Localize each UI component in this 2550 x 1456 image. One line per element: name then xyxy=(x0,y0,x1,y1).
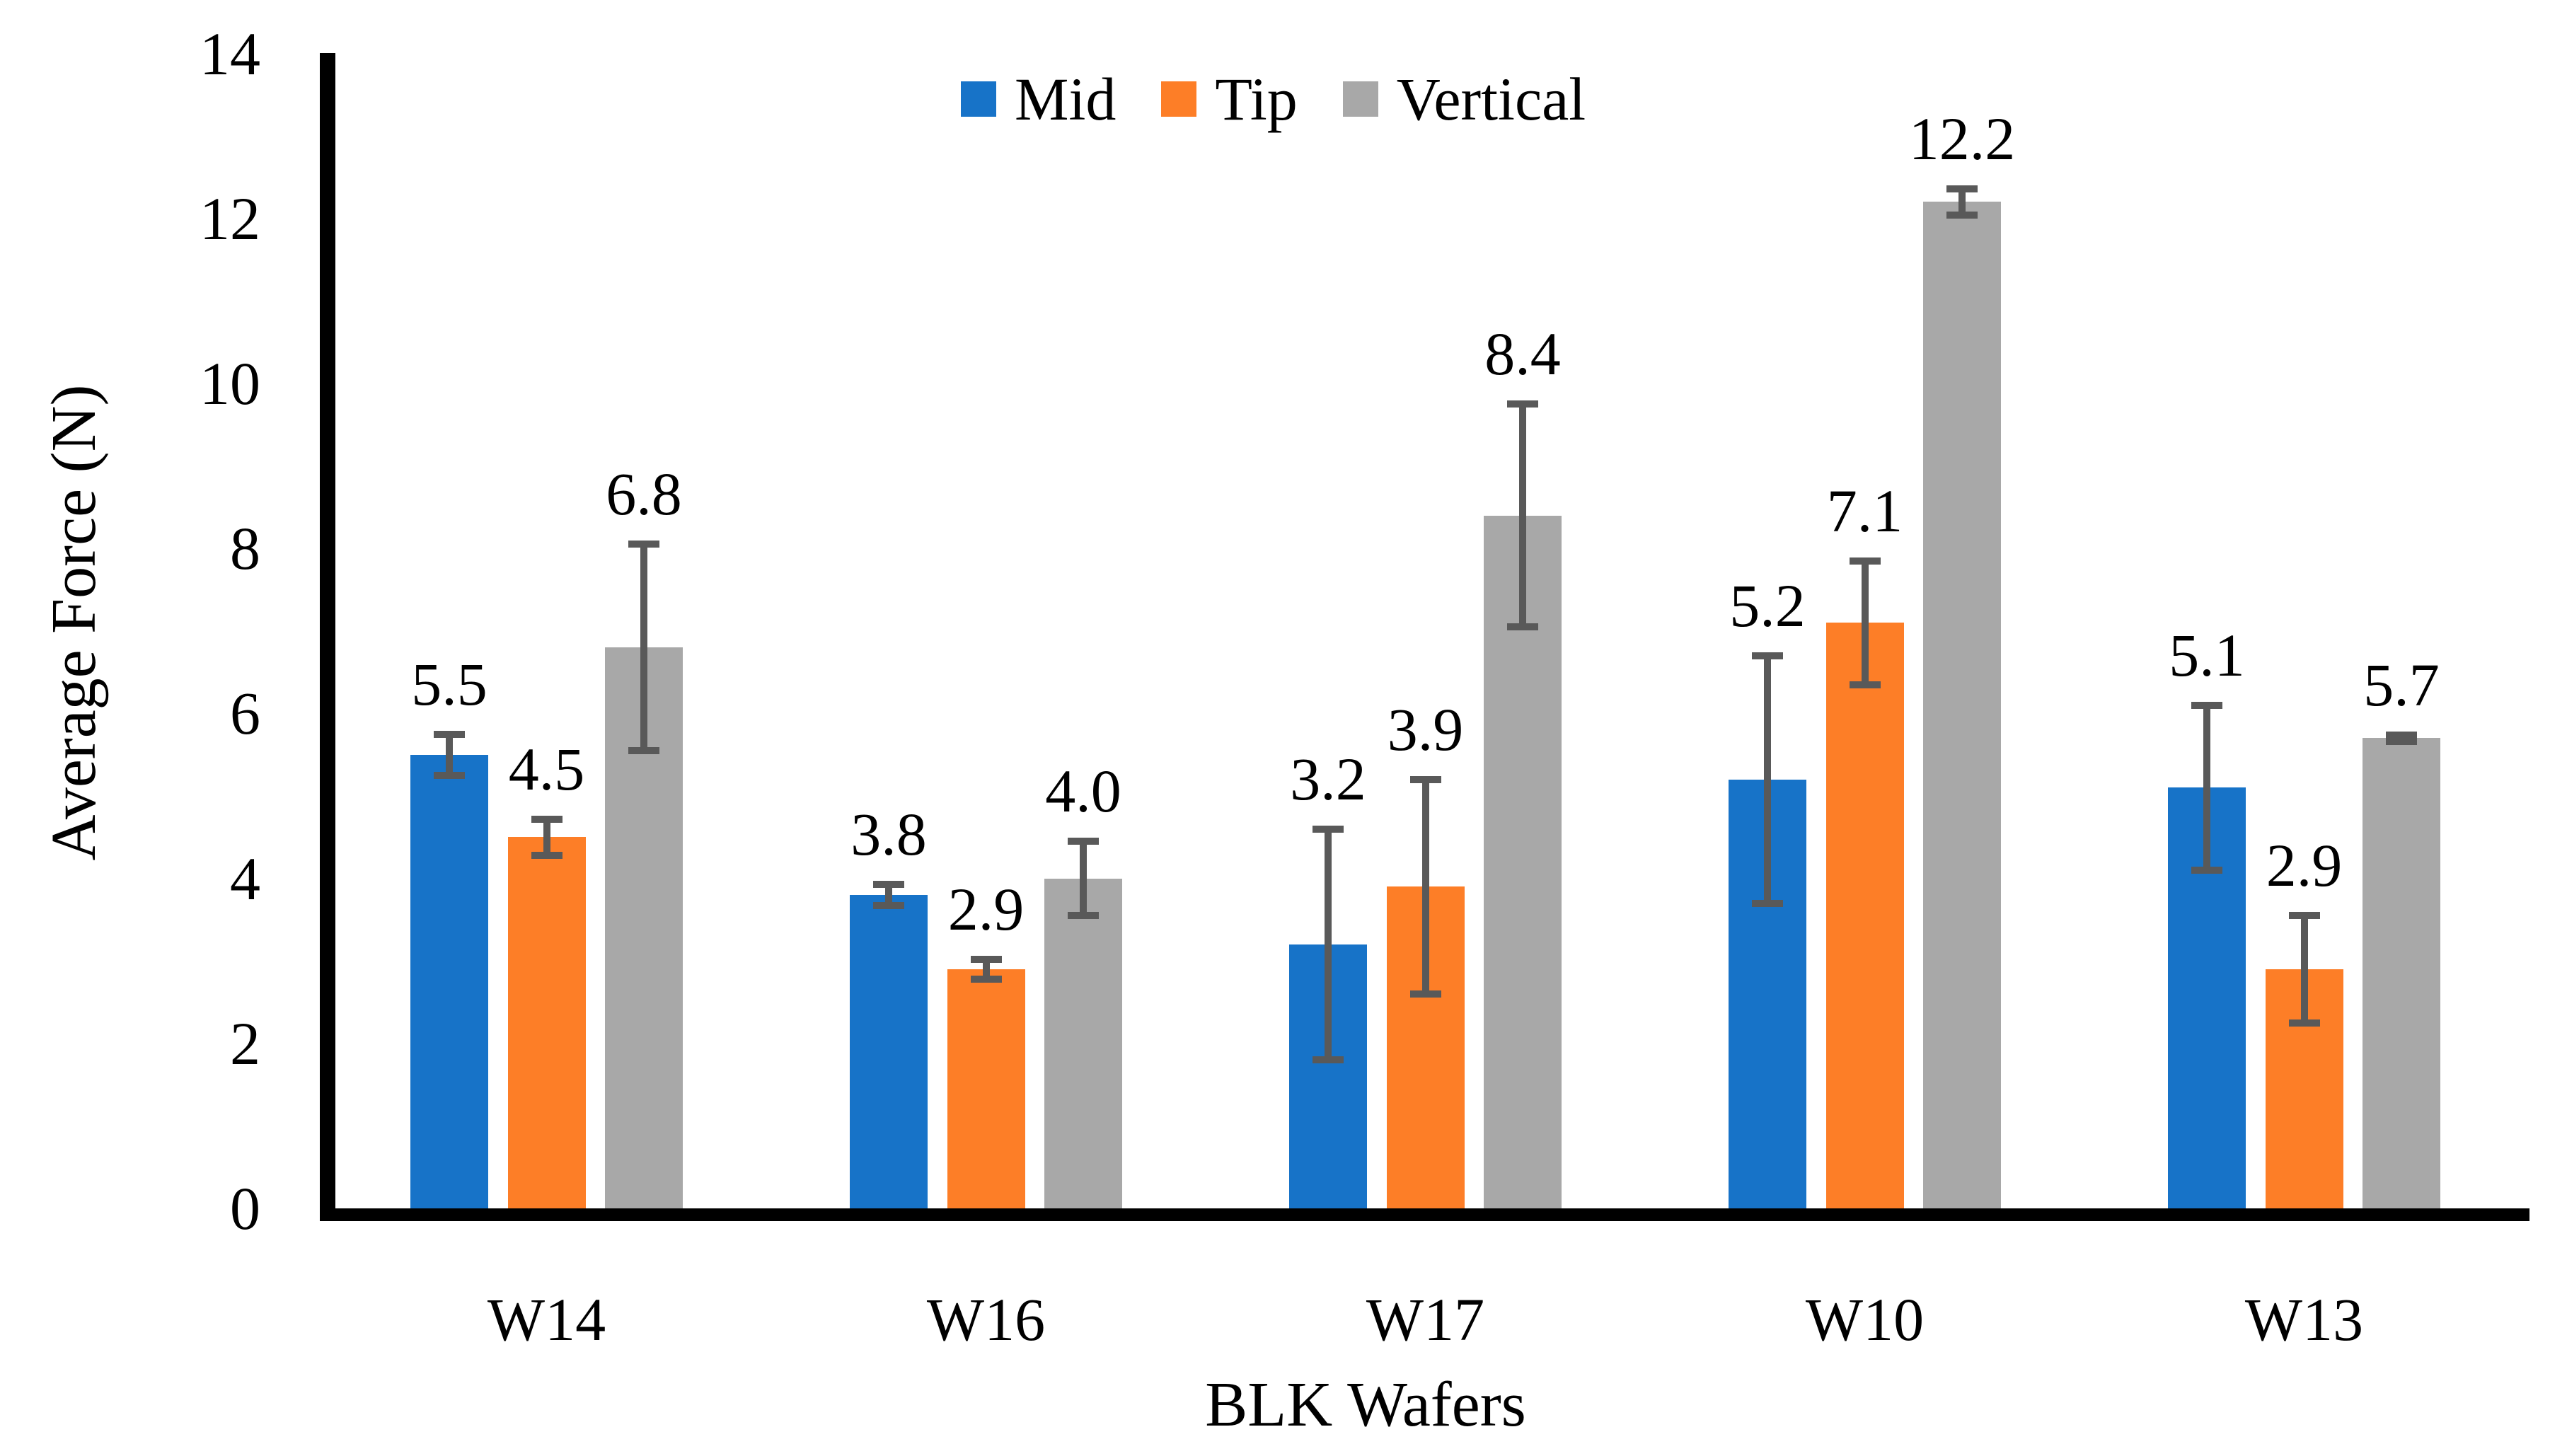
error-bar-tip-w10 xyxy=(1861,560,1869,685)
error-bar-mid-w14 xyxy=(446,734,453,775)
data-label-tip-w17: 3.9 xyxy=(1387,695,1464,763)
y-tick-label-10: 10 xyxy=(200,349,260,417)
error-bar-top-cap-tip-w14 xyxy=(531,815,562,823)
error-bar-bottom-cap-vertical-w17 xyxy=(1507,623,1538,630)
x-tick-label-w10: W10 xyxy=(1805,1285,1925,1353)
legend-swatch-vertical xyxy=(1342,81,1378,117)
data-label-vertical-w17: 8.4 xyxy=(1484,320,1561,388)
data-label-mid-w16: 3.8 xyxy=(850,799,927,868)
legend-label-mid: Mid xyxy=(1015,65,1117,133)
data-label-vertical-w13: 5.7 xyxy=(2363,650,2440,719)
bar-vertical-w13 xyxy=(2362,738,2440,1208)
y-tick-label-8: 8 xyxy=(230,514,260,583)
x-tick-label-w13: W13 xyxy=(2244,1285,2364,1353)
y-tick-label-0: 0 xyxy=(230,1174,260,1242)
bar-vertical-w17 xyxy=(1484,515,1562,1208)
error-bar-vertical-w16 xyxy=(1080,841,1087,916)
error-bar-mid-w16 xyxy=(885,884,892,906)
x-tick-label-w16: W16 xyxy=(926,1285,1046,1353)
data-label-mid-w10: 5.2 xyxy=(1729,571,1806,640)
error-bar-top-cap-vertical-w10 xyxy=(1946,185,1978,192)
x-tick-label-w17: W17 xyxy=(1366,1285,1485,1353)
data-label-vertical-w14: 6.8 xyxy=(606,460,682,528)
bar-tip-w16 xyxy=(947,969,1025,1208)
error-bar-top-cap-mid-w14 xyxy=(434,730,465,738)
x-tick-label-w14: W14 xyxy=(487,1285,606,1353)
bar-mid-w14 xyxy=(410,754,488,1208)
y-tick-label-2: 2 xyxy=(230,1009,260,1077)
error-bar-top-cap-tip-w10 xyxy=(1849,557,1881,565)
legend-swatch-mid xyxy=(961,81,996,117)
y-tick-label-14: 14 xyxy=(200,19,260,88)
legend: Mid Tip Vertical xyxy=(961,65,1586,133)
legend-item-tip: Tip xyxy=(1161,65,1298,133)
data-label-vertical-w16: 4.0 xyxy=(1045,757,1121,826)
x-axis-title: BLK Wafers xyxy=(1205,1370,1526,1440)
bar-vertical-w16 xyxy=(1044,878,1122,1208)
error-bar-bottom-cap-tip-w10 xyxy=(1849,681,1881,688)
error-bar-mid-w13 xyxy=(2203,705,2210,870)
error-bar-bottom-cap-tip-w13 xyxy=(2288,1019,2320,1027)
data-label-tip-w10: 7.1 xyxy=(1826,476,1903,545)
legend-item-vertical: Vertical xyxy=(1342,65,1586,133)
y-tick-label-4: 4 xyxy=(230,844,260,913)
bar-mid-w16 xyxy=(850,894,928,1208)
error-bar-bottom-cap-tip-w17 xyxy=(1409,990,1441,998)
bar-vertical-w10 xyxy=(1923,202,2001,1208)
error-bar-top-cap-vertical-w14 xyxy=(628,541,659,548)
error-bar-bottom-cap-mid-w13 xyxy=(2191,866,2222,874)
y-tick-label-6: 6 xyxy=(230,679,260,748)
error-bar-bottom-cap-vertical-w13 xyxy=(2386,738,2417,746)
legend-label-vertical: Vertical xyxy=(1396,65,1586,133)
error-bar-top-cap-mid-w13 xyxy=(2191,701,2222,709)
bar-tip-w10 xyxy=(1825,623,1904,1208)
error-bar-bottom-cap-mid-w14 xyxy=(434,771,465,779)
error-bar-top-cap-tip-w13 xyxy=(2288,912,2320,920)
error-bar-tip-w17 xyxy=(1421,779,1429,994)
error-bar-bottom-cap-mid-w16 xyxy=(873,902,904,910)
legend-swatch-tip xyxy=(1161,81,1197,117)
data-label-vertical-w10: 12.2 xyxy=(1908,104,2016,173)
error-bar-top-cap-tip-w16 xyxy=(970,955,1002,963)
data-label-tip-w13: 2.9 xyxy=(2266,831,2343,900)
error-bar-top-cap-mid-w17 xyxy=(1312,825,1344,833)
data-label-tip-w14: 4.5 xyxy=(508,734,585,803)
error-bar-bottom-cap-vertical-w16 xyxy=(1068,912,1099,920)
error-bar-top-cap-vertical-w16 xyxy=(1068,838,1099,845)
error-bar-bottom-cap-mid-w10 xyxy=(1752,899,1783,907)
error-bar-top-cap-mid-w10 xyxy=(1752,652,1783,659)
error-bar-vertical-w17 xyxy=(1519,404,1526,627)
bar-tip-w14 xyxy=(507,837,586,1208)
error-bar-top-cap-vertical-w17 xyxy=(1507,400,1538,408)
error-bar-vertical-w10 xyxy=(1958,188,1966,216)
error-bar-tip-w16 xyxy=(982,959,990,979)
error-bar-tip-w13 xyxy=(2300,915,2308,1023)
error-bar-bottom-cap-tip-w16 xyxy=(970,975,1002,983)
error-bar-bottom-cap-vertical-w14 xyxy=(628,746,659,754)
legend-label-tip: Tip xyxy=(1215,65,1298,133)
error-bar-mid-w10 xyxy=(1764,655,1771,903)
data-label-tip-w16: 2.9 xyxy=(947,874,1025,943)
error-bar-bottom-cap-vertical-w10 xyxy=(1946,212,1978,219)
error-bar-top-cap-mid-w16 xyxy=(873,880,904,888)
legend-item-mid: Mid xyxy=(961,65,1116,133)
x-axis-line xyxy=(320,1208,2529,1221)
error-bar-top-cap-tip-w17 xyxy=(1409,775,1441,783)
error-bar-top-cap-vertical-w13 xyxy=(2386,731,2417,739)
error-bar-bottom-cap-tip-w14 xyxy=(531,851,562,859)
error-bar-bottom-cap-mid-w17 xyxy=(1312,1056,1344,1064)
error-bar-tip-w14 xyxy=(543,819,550,855)
y-tick-label-12: 12 xyxy=(200,184,260,253)
error-bar-mid-w17 xyxy=(1325,828,1332,1061)
data-label-mid-w14: 5.5 xyxy=(411,649,487,718)
y-axis-line xyxy=(320,53,335,1221)
data-label-mid-w13: 5.1 xyxy=(2169,620,2245,689)
data-label-mid-w17: 3.2 xyxy=(1290,744,1366,813)
error-bar-vertical-w14 xyxy=(640,544,647,751)
